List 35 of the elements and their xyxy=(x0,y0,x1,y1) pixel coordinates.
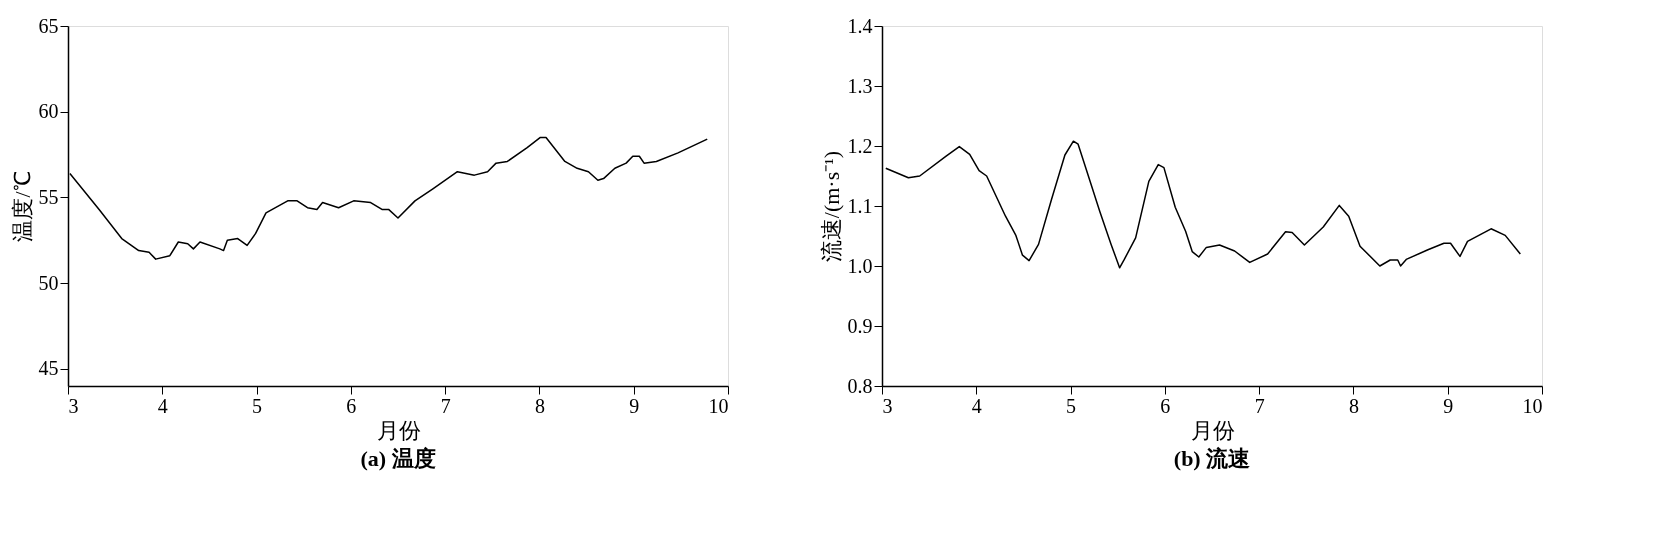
x-tick-label: 9 xyxy=(1443,394,1454,417)
y-tick-label: 60 xyxy=(38,100,59,123)
y-tick-label: 1.2 xyxy=(847,134,873,157)
x-tick-label: 4 xyxy=(971,394,982,417)
x-tick-label: 10 xyxy=(1522,394,1543,417)
y-tick-label: 0.9 xyxy=(847,314,873,337)
y-axis-title: 温度/℃ xyxy=(9,171,35,242)
x-tick-label: 4 xyxy=(157,394,168,417)
y-tick-label: 55 xyxy=(38,185,59,208)
x-tick-label: 5 xyxy=(1066,394,1077,417)
y-tick-label: 65 xyxy=(38,14,59,37)
x-tick-label: 7 xyxy=(1254,394,1265,417)
y-tick-label: 1.3 xyxy=(847,74,873,97)
x-tick-label: 10 xyxy=(708,394,729,417)
y-tick-label: 50 xyxy=(38,271,59,294)
x-tick-label: 7 xyxy=(440,394,451,417)
x-tick-label: 5 xyxy=(252,394,263,417)
x-tick-label: 9 xyxy=(629,394,640,417)
x-tick-label: 3 xyxy=(68,394,79,417)
y-tick-label: 1.0 xyxy=(847,254,873,277)
x-tick-label: 8 xyxy=(1348,394,1359,417)
y-tick-label: 1.4 xyxy=(847,14,873,37)
x-axis-title: 月份 xyxy=(1190,417,1235,443)
x-tick-label: 6 xyxy=(346,394,357,417)
y-tick-label: 0.8 xyxy=(847,374,873,397)
y-axis-title: 流速/(m·s⁻¹) xyxy=(818,150,844,263)
x-tick-label: 3 xyxy=(882,394,893,417)
line-series xyxy=(885,140,1522,269)
x-tick-label: 8 xyxy=(534,394,545,417)
x-tick-label: 6 xyxy=(1160,394,1171,417)
text: (b) 流速 xyxy=(1173,446,1251,471)
y-tick-label: 1.1 xyxy=(847,194,873,217)
y-tick-label: 45 xyxy=(38,357,59,380)
x-axis-title: 月份 xyxy=(376,417,421,443)
text: (a) 温度 xyxy=(360,446,436,471)
